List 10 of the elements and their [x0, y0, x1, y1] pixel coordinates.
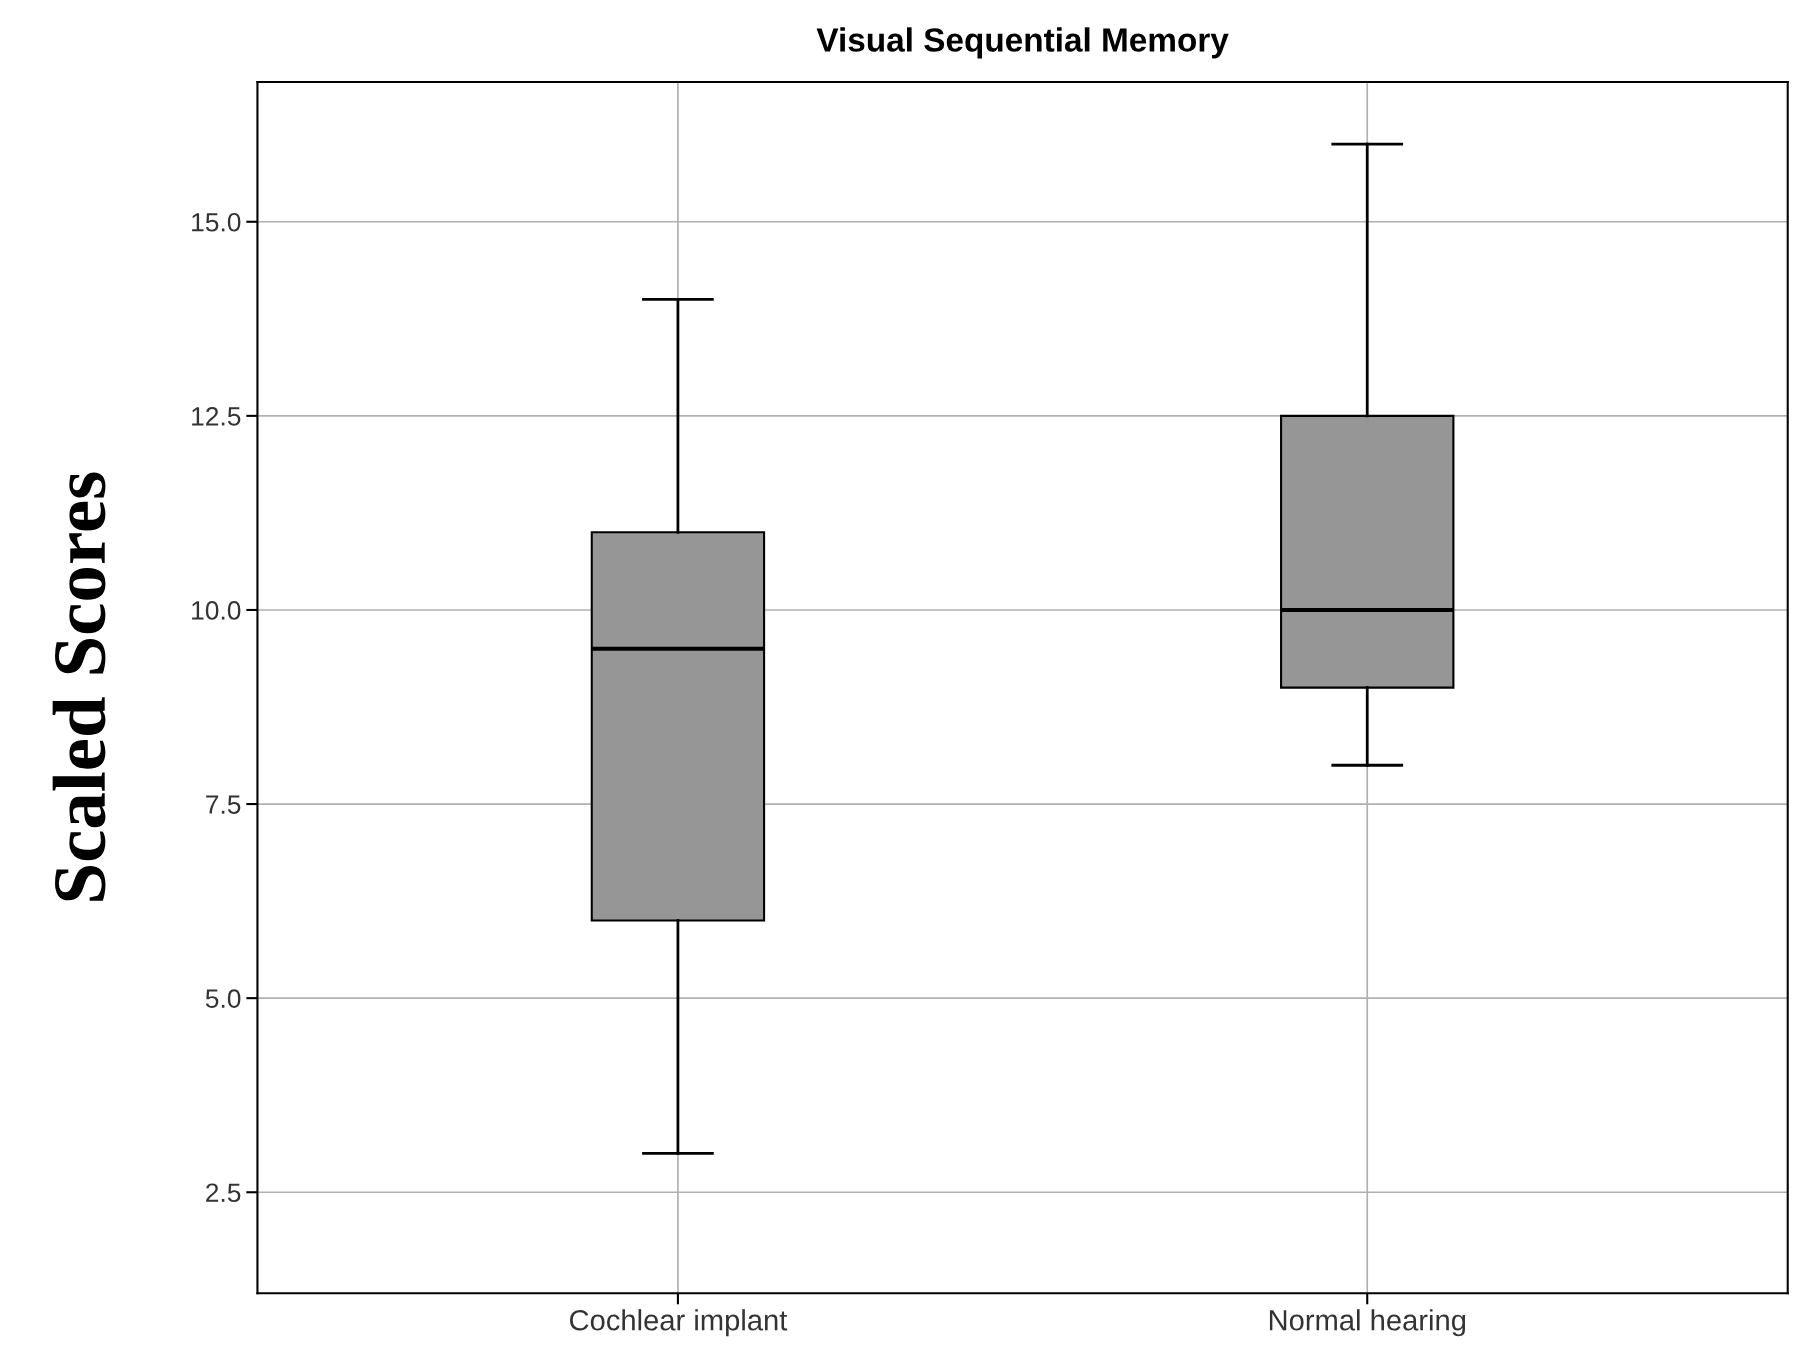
- y-tick-label: 5.0: [205, 989, 241, 1008]
- y-tick-label: 12.5: [192, 407, 241, 426]
- y-tick-label: 2.5: [206, 1183, 241, 1203]
- y-tick-label: 10.0: [192, 601, 241, 620]
- x-tick-label: Cochlear implant: [569, 1309, 788, 1337]
- x-tick-label: Normal hearing: [1269, 1309, 1466, 1337]
- y-axis-title: Scaled Scores: [52, 472, 106, 901]
- chart-title: Visual Sequential Memory: [816, 27, 1229, 59]
- y-tick-label: 7.5: [206, 795, 241, 814]
- y-tick-label: 15.0: [192, 212, 241, 232]
